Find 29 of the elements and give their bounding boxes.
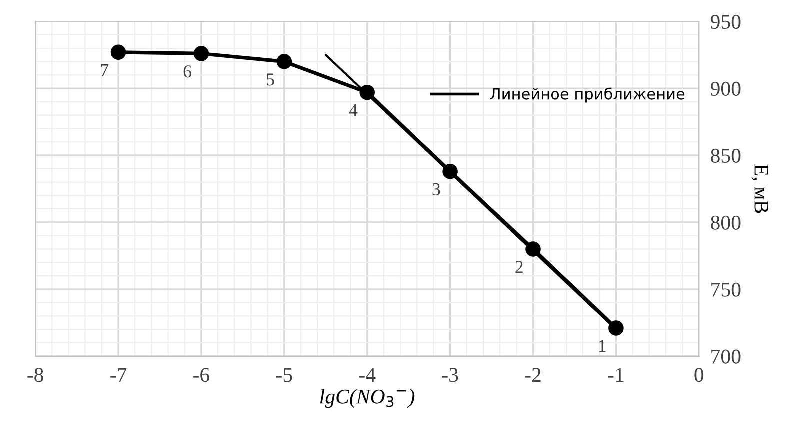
y-tick-label: 900: [710, 82, 741, 96]
annotation: 3: [432, 183, 440, 196]
annotation: 7: [101, 64, 109, 76]
y-tick-label: 700: [712, 350, 741, 364]
x-axis-title: lgC(NO$_{3}$$^{−}$): [320, 389, 415, 408]
x-tick-label: 0: [694, 368, 704, 382]
point: [110, 44, 126, 60]
annotation: 1: [599, 340, 606, 352]
y-tick-label: 800: [711, 216, 741, 230]
x-tick-label: -3: [442, 368, 458, 382]
point: [608, 320, 624, 336]
annotation: 5: [267, 74, 274, 86]
x-tick-label: -8: [28, 368, 44, 382]
y-tick-label: 850: [711, 148, 741, 163]
point: [194, 46, 210, 62]
annotation: 6: [184, 66, 192, 78]
x-tick-label: -1: [608, 368, 624, 382]
y-axis-title: E, мВ: [752, 164, 768, 214]
annotation: 4: [349, 104, 358, 116]
x-tick-label: -2: [525, 368, 541, 382]
x-tick-label: -7: [110, 368, 127, 382]
x-tick-label: -5: [276, 368, 292, 382]
x-tick-label: -6: [194, 368, 210, 382]
legend-label: Линейное приближение: [490, 88, 685, 103]
y-tick-label: 750: [712, 282, 741, 297]
annotation: 2: [516, 261, 523, 274]
x-tick-label: -4: [359, 368, 376, 382]
point: [276, 54, 292, 70]
y-tick-label: 950: [710, 14, 741, 30]
